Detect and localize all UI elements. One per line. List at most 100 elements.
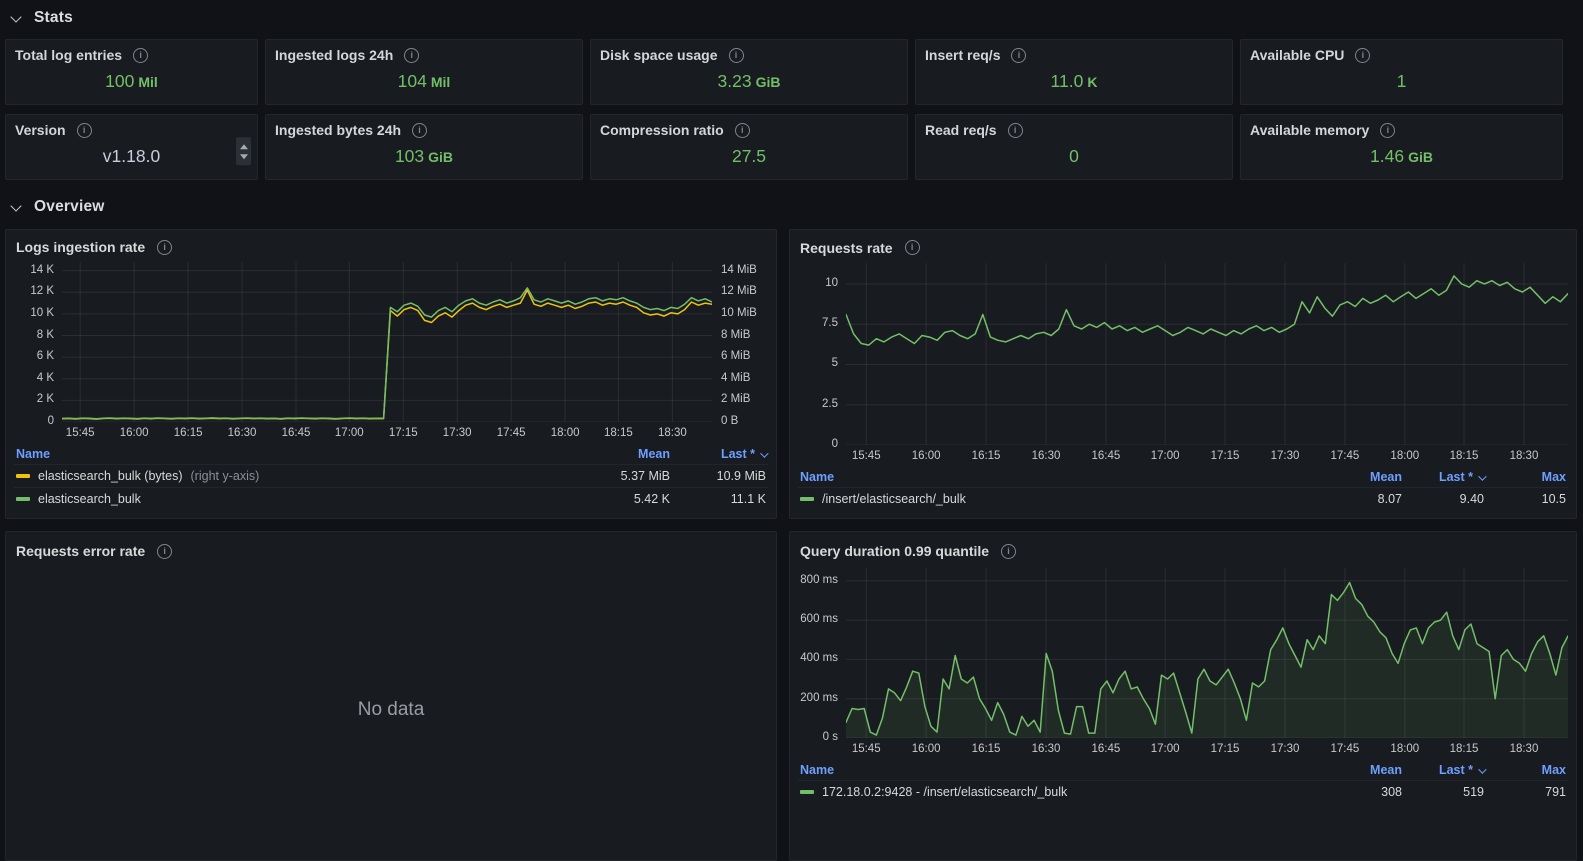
panel-title-query-duration[interactable]: Query duration 0.99 quantile	[800, 543, 990, 559]
stat-value-unit: Mil	[138, 74, 158, 90]
panel-header: Query duration 0.99 quantile	[798, 540, 1568, 562]
x-tick-label: 15:45	[851, 450, 881, 462]
info-icon[interactable]	[1001, 543, 1017, 559]
legend-col-label[interactable]: Mean	[1370, 470, 1402, 484]
section-row-stats[interactable]: Stats	[5, 6, 1578, 30]
chart-plot[interactable]	[61, 262, 713, 423]
panel-title-requests-rate[interactable]: Requests rate	[800, 239, 893, 256]
legend-col-label[interactable]: Name	[16, 447, 51, 461]
info-icon[interactable]	[734, 122, 750, 138]
stat-value-unit: GiB	[1408, 149, 1433, 165]
x-tick-label: 16:45	[281, 427, 311, 439]
info-icon[interactable]	[157, 543, 173, 559]
legend-col-mean[interactable]: Mean	[1320, 470, 1402, 484]
y-axis-left: 0 2.5 5 7.5 10	[798, 263, 846, 450]
chevron-down-icon[interactable]	[10, 11, 22, 23]
x-tick-label: 17:15	[388, 427, 418, 439]
stepper-up-icon[interactable]	[239, 143, 248, 149]
chart-plot[interactable]	[845, 568, 1569, 739]
chart-svg	[61, 262, 713, 423]
info-icon[interactable]	[1355, 47, 1371, 63]
legend-series-label[interactable]: elasticsearch_bulk	[38, 492, 141, 506]
chart-area: 0 s 200 ms 400 ms 600 ms 800 ms 15:45 16:00 16:…	[798, 568, 1569, 756]
stat-value-number: 104	[397, 71, 427, 91]
stat-value-unit: GiB	[755, 74, 781, 90]
x-tick-label: 17:45	[496, 427, 526, 439]
panel-header: Requests rate	[798, 238, 1568, 257]
section-title-stats[interactable]: Stats	[34, 9, 73, 26]
legend-series-name[interactable]: elasticsearch_bulk	[16, 492, 574, 506]
stat-header: Total log entries	[15, 47, 248, 63]
legend-col-last[interactable]: Last *	[670, 447, 769, 461]
stat-value-unit: Mil	[430, 74, 451, 90]
legend-swatch	[16, 474, 30, 478]
info-icon[interactable]	[1011, 47, 1027, 63]
info-icon[interactable]	[1380, 122, 1396, 138]
stat-value-number: v1.18.0	[102, 146, 161, 166]
info-icon[interactable]	[412, 122, 428, 138]
chart-area: 0 2 K 4 K 6 K 8 K 10 K 12 K 14 K 15:45 16:00 16:15…	[14, 262, 768, 440]
y-tick-label: 12 MiB	[721, 285, 757, 298]
x-tick-label: 16:00	[911, 450, 941, 462]
legend-col-label[interactable]: Mean	[638, 447, 670, 461]
info-icon[interactable]	[133, 47, 149, 63]
legend-series-name[interactable]: 172.18.0.2:9428 - /insert/elasticsearch/…	[800, 785, 1320, 799]
legend-col-name[interactable]: Name	[16, 447, 574, 461]
legend-series-name[interactable]: /insert/elasticsearch/_bulk	[800, 492, 1320, 506]
legend-value: 11.1 K	[730, 492, 766, 506]
legend-series-label[interactable]: /insert/elasticsearch/_bulk	[822, 492, 966, 506]
y-tick-label: 5	[831, 357, 838, 370]
stat-value: 11.0 K	[925, 71, 1223, 96]
legend-series-name[interactable]: elasticsearch_bulk (bytes) (right y-axis)	[16, 469, 574, 483]
legend-col-name[interactable]: Name	[800, 763, 1320, 777]
section-row-overview[interactable]: Overview	[5, 195, 1578, 219]
stat-value: 103 GiB	[275, 146, 573, 171]
legend-col-label[interactable]: Mean	[1370, 763, 1402, 777]
chevron-down-icon[interactable]	[10, 200, 22, 212]
legend-value: 519	[1463, 785, 1484, 799]
y-tick-label: 0 s	[822, 731, 838, 743]
stat-value-number: 103	[394, 146, 425, 166]
legend-col-label[interactable]: Name	[800, 763, 835, 777]
section-title-overview[interactable]: Overview	[34, 198, 105, 215]
legend-col-label[interactable]: Last *	[720, 447, 755, 461]
legend-series-label[interactable]: elasticsearch_bulk (bytes)	[38, 469, 183, 483]
info-icon[interactable]	[728, 47, 744, 63]
panel-title-requests-error-rate[interactable]: Requests error rate	[16, 543, 146, 559]
legend-col-label[interactable]: Name	[800, 470, 835, 484]
legend-col-label[interactable]: Last *	[1438, 763, 1473, 777]
info-icon[interactable]	[76, 122, 92, 138]
y-axis-right: 0 B 2 MiB 4 MiB 6 MiB 8 MiB 10 MiB 12 MiB 14 Mi…	[712, 262, 768, 427]
panel-title-logs-ingestion-rate[interactable]: Logs ingestion rate	[16, 239, 146, 255]
y-tick-label: 4 K	[36, 371, 54, 384]
info-icon[interactable]	[157, 239, 173, 255]
stepper-down-icon[interactable]	[239, 153, 248, 159]
x-tick-label: 18:30	[1509, 743, 1539, 755]
legend-col-max[interactable]: Max	[1484, 470, 1566, 484]
chart-plot[interactable]	[845, 263, 1569, 446]
x-tick-label: 18:00	[1390, 743, 1420, 755]
legend-col-name[interactable]: Name	[800, 470, 1320, 484]
legend-col-last[interactable]: Last *	[1402, 470, 1487, 484]
x-axis: 15:45 16:00 16:15 16:30 16:45 17:00 17:15 17:30…	[846, 738, 1568, 756]
legend-col-mean[interactable]: Mean	[1320, 763, 1402, 777]
stat-panel-read-req-s: Read req/s 0	[915, 114, 1233, 180]
legend-col-label[interactable]: Last *	[1438, 470, 1473, 484]
legend-col-label[interactable]: Max	[1541, 470, 1566, 484]
info-icon[interactable]	[1007, 122, 1023, 138]
info-icon[interactable]	[404, 47, 420, 63]
chevron-down-icon[interactable]	[760, 449, 769, 458]
legend-col-last[interactable]: Last *	[1402, 763, 1487, 777]
legend-col-max[interactable]: Max	[1484, 763, 1566, 777]
legend-col-label[interactable]: Max	[1541, 763, 1566, 777]
legend-series-label[interactable]: 172.18.0.2:9428 - /insert/elasticsearch/…	[822, 785, 1068, 799]
info-icon[interactable]	[904, 240, 920, 255]
stat-value: 100 Mil	[15, 71, 248, 96]
version-stepper[interactable]	[236, 137, 251, 166]
legend-col-mean[interactable]: Mean	[574, 447, 670, 461]
stat-value: 27.5	[600, 146, 898, 171]
y-tick-label: 7.5	[822, 317, 838, 330]
stat-header: Ingested logs 24h	[275, 47, 573, 63]
stat-panel-available-cpu: Available CPU 1	[1240, 39, 1563, 105]
